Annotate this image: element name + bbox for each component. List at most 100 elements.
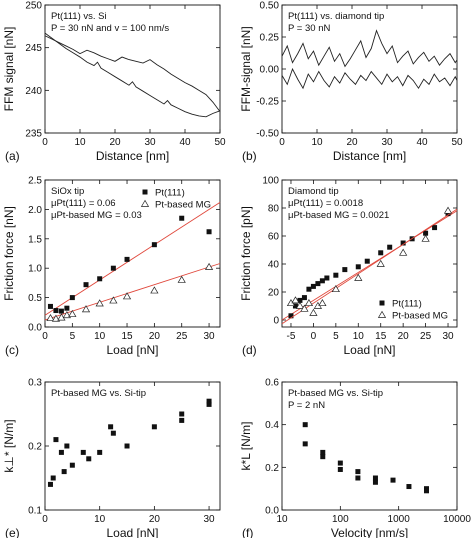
data-point-triangle-d (304, 299, 314, 307)
fit-line-d (281, 208, 458, 325)
data-point-square-d (324, 275, 330, 281)
data-point-square-c (124, 256, 130, 262)
data-point-square-f (302, 441, 308, 447)
data-point-triangle-c (46, 313, 55, 322)
y-tick-label-d: 40 (268, 260, 280, 271)
data-point-triangle-c (177, 275, 186, 283)
x-axis-label-c: Load [nN] (106, 343, 158, 357)
y-tick-label-b: 0.50 (260, 1, 280, 12)
x-tick-label-f: 100 (332, 514, 349, 525)
data-point-triangle-d (354, 273, 363, 281)
data-point-square-e (206, 401, 212, 407)
annotation-b: Pt(111) vs. diamond tip (288, 11, 384, 22)
x-tick-label-a: 0 (42, 137, 48, 148)
data-point-square-c (69, 295, 75, 301)
data-point-triangle-c (122, 292, 132, 300)
y-tick-label-f: 0.2 (265, 463, 279, 474)
data-point-square-e (179, 411, 185, 417)
x-tick-label-d: 30 (442, 331, 454, 342)
fit-line-c (44, 263, 221, 321)
data-point-triangle-d (399, 248, 408, 256)
data-point-square-c (83, 282, 89, 288)
x-axis-label-e: Load [nN] (106, 526, 158, 538)
panel-label-e: (e) (5, 526, 20, 538)
data-point-square-d (301, 295, 307, 301)
legend-label-c: Pt-based MG (155, 200, 211, 211)
annotation-a: P = 30 nN and v = 100 nm/s (51, 23, 169, 34)
x-tick-label-c: 15 (121, 331, 133, 342)
data-point-triangle-d (318, 299, 327, 307)
data-point-square-c (47, 303, 53, 309)
data-point-square-d (355, 264, 361, 270)
y-tick-label-b: 0.00 (260, 65, 280, 76)
data-point-square-e (80, 449, 86, 455)
plot-frame-a (44, 4, 221, 134)
data-point-triangle-c (109, 296, 118, 304)
data-point-triangle-d (295, 301, 305, 309)
x-tick-label-a: 20 (109, 137, 121, 148)
series-line-a (44, 32, 221, 118)
panel-e: 0 10 20 30 0.1 0.2 0.3 Load [nN] k⊥* [N/m] (e) Pt-… (2, 378, 221, 538)
data-point-square-f (423, 488, 429, 494)
legend-label-c: Pt(111) (155, 188, 185, 199)
data-point-square-f (406, 484, 412, 490)
data-point-square-e (64, 443, 70, 449)
data-point-square-d (378, 250, 384, 256)
data-point-square-f (355, 469, 361, 475)
x-axis-label-a: Distance [nm] (96, 149, 169, 163)
data-point-square-c (97, 276, 103, 282)
plot-frame-d (281, 179, 458, 328)
data-point-square-d (306, 286, 312, 292)
data-point-triangle-c (81, 305, 91, 313)
x-tick-label-b: 20 (346, 137, 358, 148)
plot-frame-c (44, 179, 221, 328)
x-tick-label-e: 30 (204, 514, 216, 525)
y-tick-label-c: 2.5 (28, 176, 42, 187)
data-point-square-d (297, 297, 303, 303)
plot-frame-f (281, 381, 458, 511)
data-point-square-f (372, 479, 378, 485)
data-point-triangle-d (300, 304, 309, 312)
y-tick-label-f: 0.4 (265, 420, 279, 431)
data-point-square-c (110, 265, 116, 271)
x-tick-label-a: 30 (144, 137, 156, 148)
data-point-square-d (319, 278, 325, 284)
data-point-triangle-d (291, 296, 300, 304)
data-point-triangle-d (421, 234, 430, 242)
x-tick-label-f: 10 (276, 514, 288, 525)
data-point-triangle-c (51, 314, 61, 322)
y-tick-label-e: 0.1 (28, 506, 42, 517)
y-tick-label-c: 2.0 (28, 205, 42, 216)
data-point-square-c (58, 308, 64, 314)
data-point-square-f (390, 477, 396, 483)
data-point-triangle-c (150, 286, 159, 294)
data-point-square-e (50, 475, 56, 481)
x-tick-label-c: 5 (70, 331, 76, 342)
legend-label-d: Pt-based MG (392, 311, 448, 322)
data-point-square-d (333, 272, 339, 278)
y-tick-label-c: 0.0 (28, 323, 42, 334)
x-tick-label-e: 10 (94, 514, 106, 525)
y-tick-label-e: 0.2 (28, 442, 42, 453)
x-tick-label-e: 20 (149, 514, 161, 525)
data-point-square-e (124, 443, 130, 449)
y-axis-label-e: k⊥* [N/m] (2, 419, 16, 472)
y-axis-label-a: FFM signal [nN] (2, 27, 16, 112)
annotation-c: μPt(111) = 0.06 (51, 198, 116, 209)
legend-marker-square-c (142, 189, 148, 195)
panel-label-b: (b) (242, 149, 257, 163)
x-tick-label-d: 20 (398, 331, 410, 342)
panel-label-f: (f) (242, 526, 253, 538)
y-axis-label-c: Friction force [nN] (2, 206, 16, 301)
x-axis-label-f: Velocity [nm/s] (331, 526, 408, 538)
panel-label-a: (a) (5, 149, 20, 163)
data-point-square-f (320, 454, 326, 460)
x-tick-label-c: 0 (42, 331, 48, 342)
x-tick-label-d: 0 (311, 331, 317, 342)
series-line-b (281, 67, 458, 90)
data-point-square-e (61, 469, 67, 475)
data-point-square-d (288, 313, 294, 319)
y-tick-label-f: 0.6 (265, 378, 279, 389)
annotation-b: P = 30 nN (288, 23, 330, 34)
